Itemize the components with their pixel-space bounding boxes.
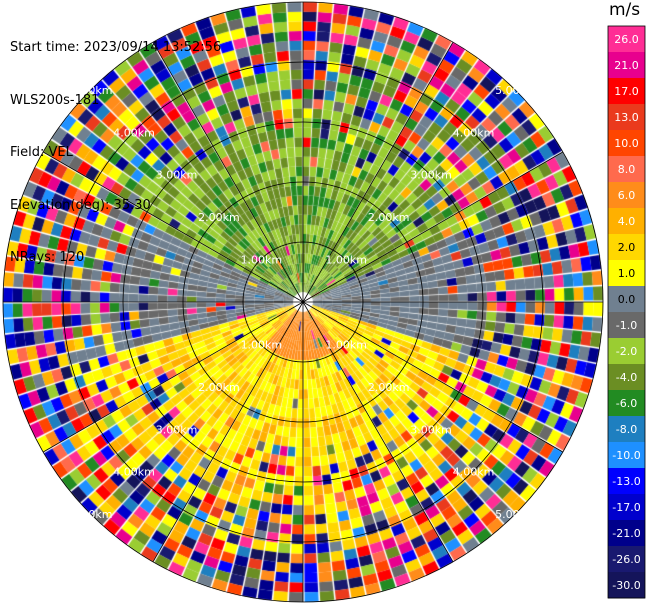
ring-label: 4.00km [453, 466, 495, 479]
colorbar-tick-label: -10.0 [612, 449, 640, 462]
field-label: Field: VEL [10, 145, 73, 160]
colorbar-swatch [608, 156, 645, 183]
ring-label: 2.00km [368, 381, 410, 394]
colorbar-tick-label: 0.0 [618, 293, 636, 306]
colorbar-tick-label: -21.0 [612, 527, 640, 540]
azimuth-spoke [302, 301, 564, 453]
colorbar-tick-label: 17.0 [614, 85, 639, 98]
ring-label: 5.00km [71, 84, 113, 97]
colorbar-swatch [608, 442, 645, 469]
colorbar-tick-label: 10.0 [614, 137, 639, 150]
colorbar-swatch [608, 260, 645, 287]
colorbar-tick-label: -30.0 [612, 579, 640, 592]
colorbar-tick-label: -17.0 [612, 501, 640, 514]
colorbar-swatch [608, 286, 645, 313]
colorbar-tick-label: 2.0 [618, 241, 636, 254]
azimuth-spoke [302, 41, 454, 303]
colorbar-tick-label: 1.0 [618, 267, 636, 280]
header-info: Start time: 2023/09/14 13:52:56 WLS200s-… [10, 4, 221, 284]
nrays-label: NRays: 120 [10, 250, 85, 265]
colorbar-tick-label: 21.0 [614, 59, 639, 72]
elevation-label: Elevation(deg): 35.30 [10, 197, 151, 213]
colorbar-swatch [608, 572, 645, 599]
azimuth-spoke [302, 301, 454, 563]
colorbar-swatch [608, 338, 645, 365]
colorbar-swatch [608, 390, 645, 417]
azimuth-spoke [152, 301, 304, 563]
ring-label: 3.00km [410, 423, 452, 436]
ring-label: 5.00km [495, 508, 537, 521]
ring-label: 1.00km [241, 254, 283, 267]
colorbar-swatch [608, 52, 645, 79]
colorbar-swatch [608, 78, 645, 105]
colorbar-swatch [608, 520, 645, 547]
colorbar-swatch [608, 364, 645, 391]
colorbar-swatch [608, 468, 645, 495]
ring-label: 3.00km [410, 169, 452, 182]
ring-label: 3.00km [156, 423, 198, 436]
instrument-label: WLS200s-181 [10, 92, 100, 108]
colorbar-tick-label: -4.0 [616, 371, 637, 384]
colorbar-swatch [608, 208, 645, 235]
ring-label: 2.00km [198, 381, 240, 394]
ring-label: 1.00km [325, 254, 367, 267]
colorbar-tick-label: -6.0 [616, 397, 637, 410]
ring-label: 2.00km [368, 211, 410, 224]
colorbar-frame [607, 25, 646, 599]
colorbar-tick-label: -1.0 [616, 319, 637, 332]
colorbar-swatch [608, 130, 645, 157]
colorbar-swatch [608, 234, 645, 261]
ring-label: 2.00km [198, 211, 240, 224]
colorbar-tick-label: -13.0 [612, 475, 640, 488]
colorbar-tick-label: 8.0 [618, 163, 636, 176]
colorbar-swatch [608, 182, 645, 209]
colorbar-tick-label: 4.0 [618, 215, 636, 228]
ring-label: 4.00km [453, 126, 495, 139]
colorbar-tick-label: 13.0 [614, 111, 639, 124]
colorbar-tick-label: -26.0 [612, 553, 640, 566]
colorbar-tick-label: 26.0 [614, 33, 639, 46]
ring-label: 4.00km [113, 466, 155, 479]
start-time-label: Start time: 2023/09/14 13:52:56 [10, 40, 222, 55]
azimuth-spoke [42, 151, 304, 303]
ring-label: 1.00km [325, 338, 367, 351]
colorbar-unit: m/s [609, 0, 641, 20]
colorbar-tick-label: -2.0 [616, 345, 637, 358]
colorbar-swatch [608, 546, 645, 573]
ring-label: 1.00km [241, 338, 283, 351]
azimuth-spoke [302, 151, 564, 303]
ring-label: 5.00km [71, 508, 113, 521]
azimuth-spoke [152, 41, 304, 303]
colorbar-swatch [608, 312, 645, 339]
azimuth-spoke [42, 301, 304, 453]
colorbar-swatch [608, 416, 645, 443]
colorbar-swatch [608, 494, 645, 521]
colorbar-tick-label: 6.0 [618, 189, 636, 202]
ring-label: 3.00km [156, 169, 198, 182]
colorbar-swatch [608, 26, 645, 53]
ring-label: 4.00km [113, 126, 155, 139]
colorbar-swatch [608, 104, 645, 131]
colorbar-tick-label: -8.0 [616, 423, 637, 436]
ring-label: 5.00km [495, 84, 537, 97]
